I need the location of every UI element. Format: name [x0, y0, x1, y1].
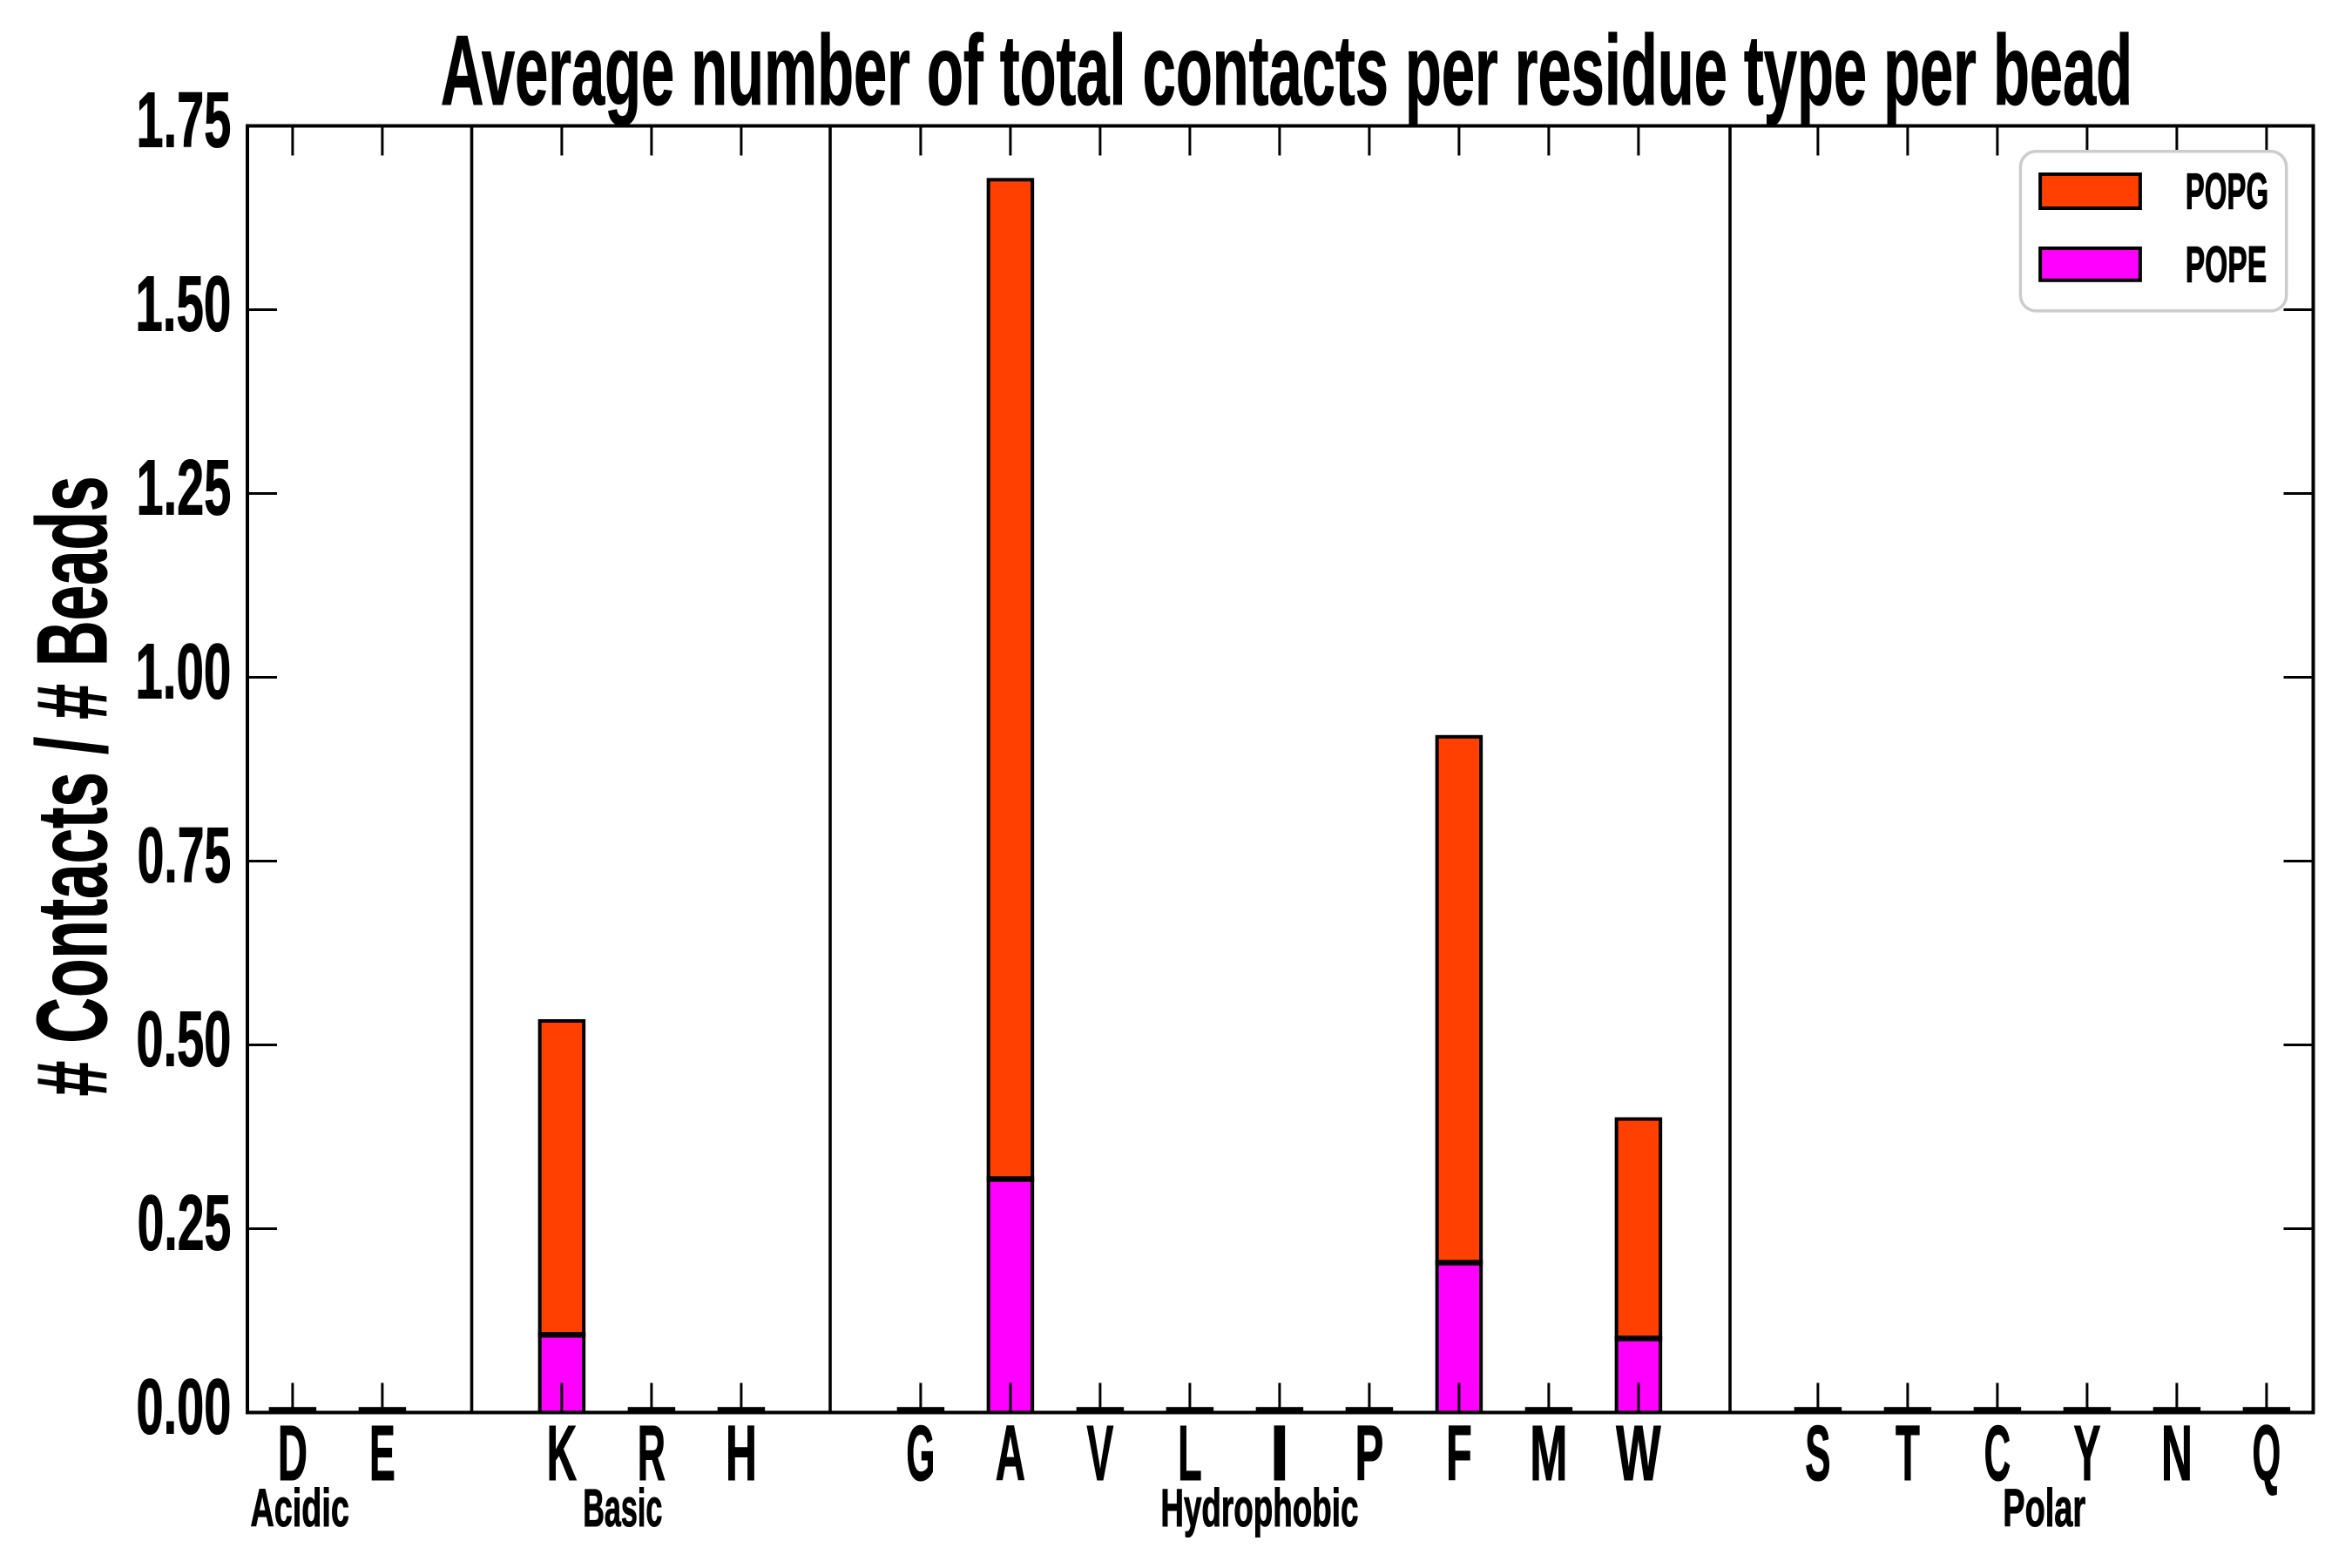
svg-text:Hydrophobic: Hydrophobic	[1160, 1477, 1358, 1538]
svg-text:1.75: 1.75	[136, 76, 231, 164]
svg-text:1.50: 1.50	[135, 260, 231, 348]
svg-text:Basic: Basic	[583, 1479, 662, 1538]
svg-text:N: N	[2161, 1410, 2193, 1497]
svg-text:POPE: POPE	[2186, 237, 2267, 294]
svg-text:S: S	[1805, 1409, 1830, 1497]
svg-text:0.25: 0.25	[138, 1179, 232, 1267]
svg-text:G: G	[906, 1409, 935, 1497]
svg-text:0.00: 0.00	[136, 1362, 231, 1450]
svg-text:Q: Q	[2253, 1409, 2281, 1497]
svg-text:1.00: 1.00	[135, 627, 231, 715]
svg-text:F: F	[1446, 1409, 1472, 1497]
svg-text:V: V	[1087, 1409, 1114, 1497]
svg-text:W: W	[1616, 1409, 1661, 1497]
svg-text:P: P	[1355, 1409, 1384, 1497]
svg-text:R: R	[638, 1410, 666, 1497]
svg-text:# Contacts / # Beads: # Contacts / # Beads	[17, 476, 128, 1097]
svg-text:Acidic: Acidic	[251, 1478, 349, 1538]
svg-text:0.50: 0.50	[136, 995, 231, 1083]
svg-text:T: T	[1896, 1409, 1920, 1497]
svg-text:M: M	[1530, 1409, 1567, 1497]
svg-text:C: C	[1984, 1409, 2011, 1497]
svg-text:K: K	[547, 1410, 578, 1497]
svg-text:A: A	[996, 1410, 1025, 1497]
svg-text:D: D	[278, 1410, 308, 1497]
svg-text:Average number of total contac: Average number of total contacts per res…	[441, 15, 2132, 125]
svg-text:H: H	[726, 1410, 757, 1497]
svg-text:1.25: 1.25	[136, 443, 231, 531]
svg-text:L: L	[1178, 1410, 1202, 1497]
svg-text:POPG: POPG	[2186, 164, 2268, 220]
svg-text:Polar: Polar	[2003, 1478, 2085, 1538]
svg-text:0.75: 0.75	[138, 811, 232, 899]
svg-text:Y: Y	[2073, 1410, 2100, 1497]
svg-text:I: I	[1270, 1410, 1289, 1497]
svg-text:E: E	[369, 1410, 395, 1497]
